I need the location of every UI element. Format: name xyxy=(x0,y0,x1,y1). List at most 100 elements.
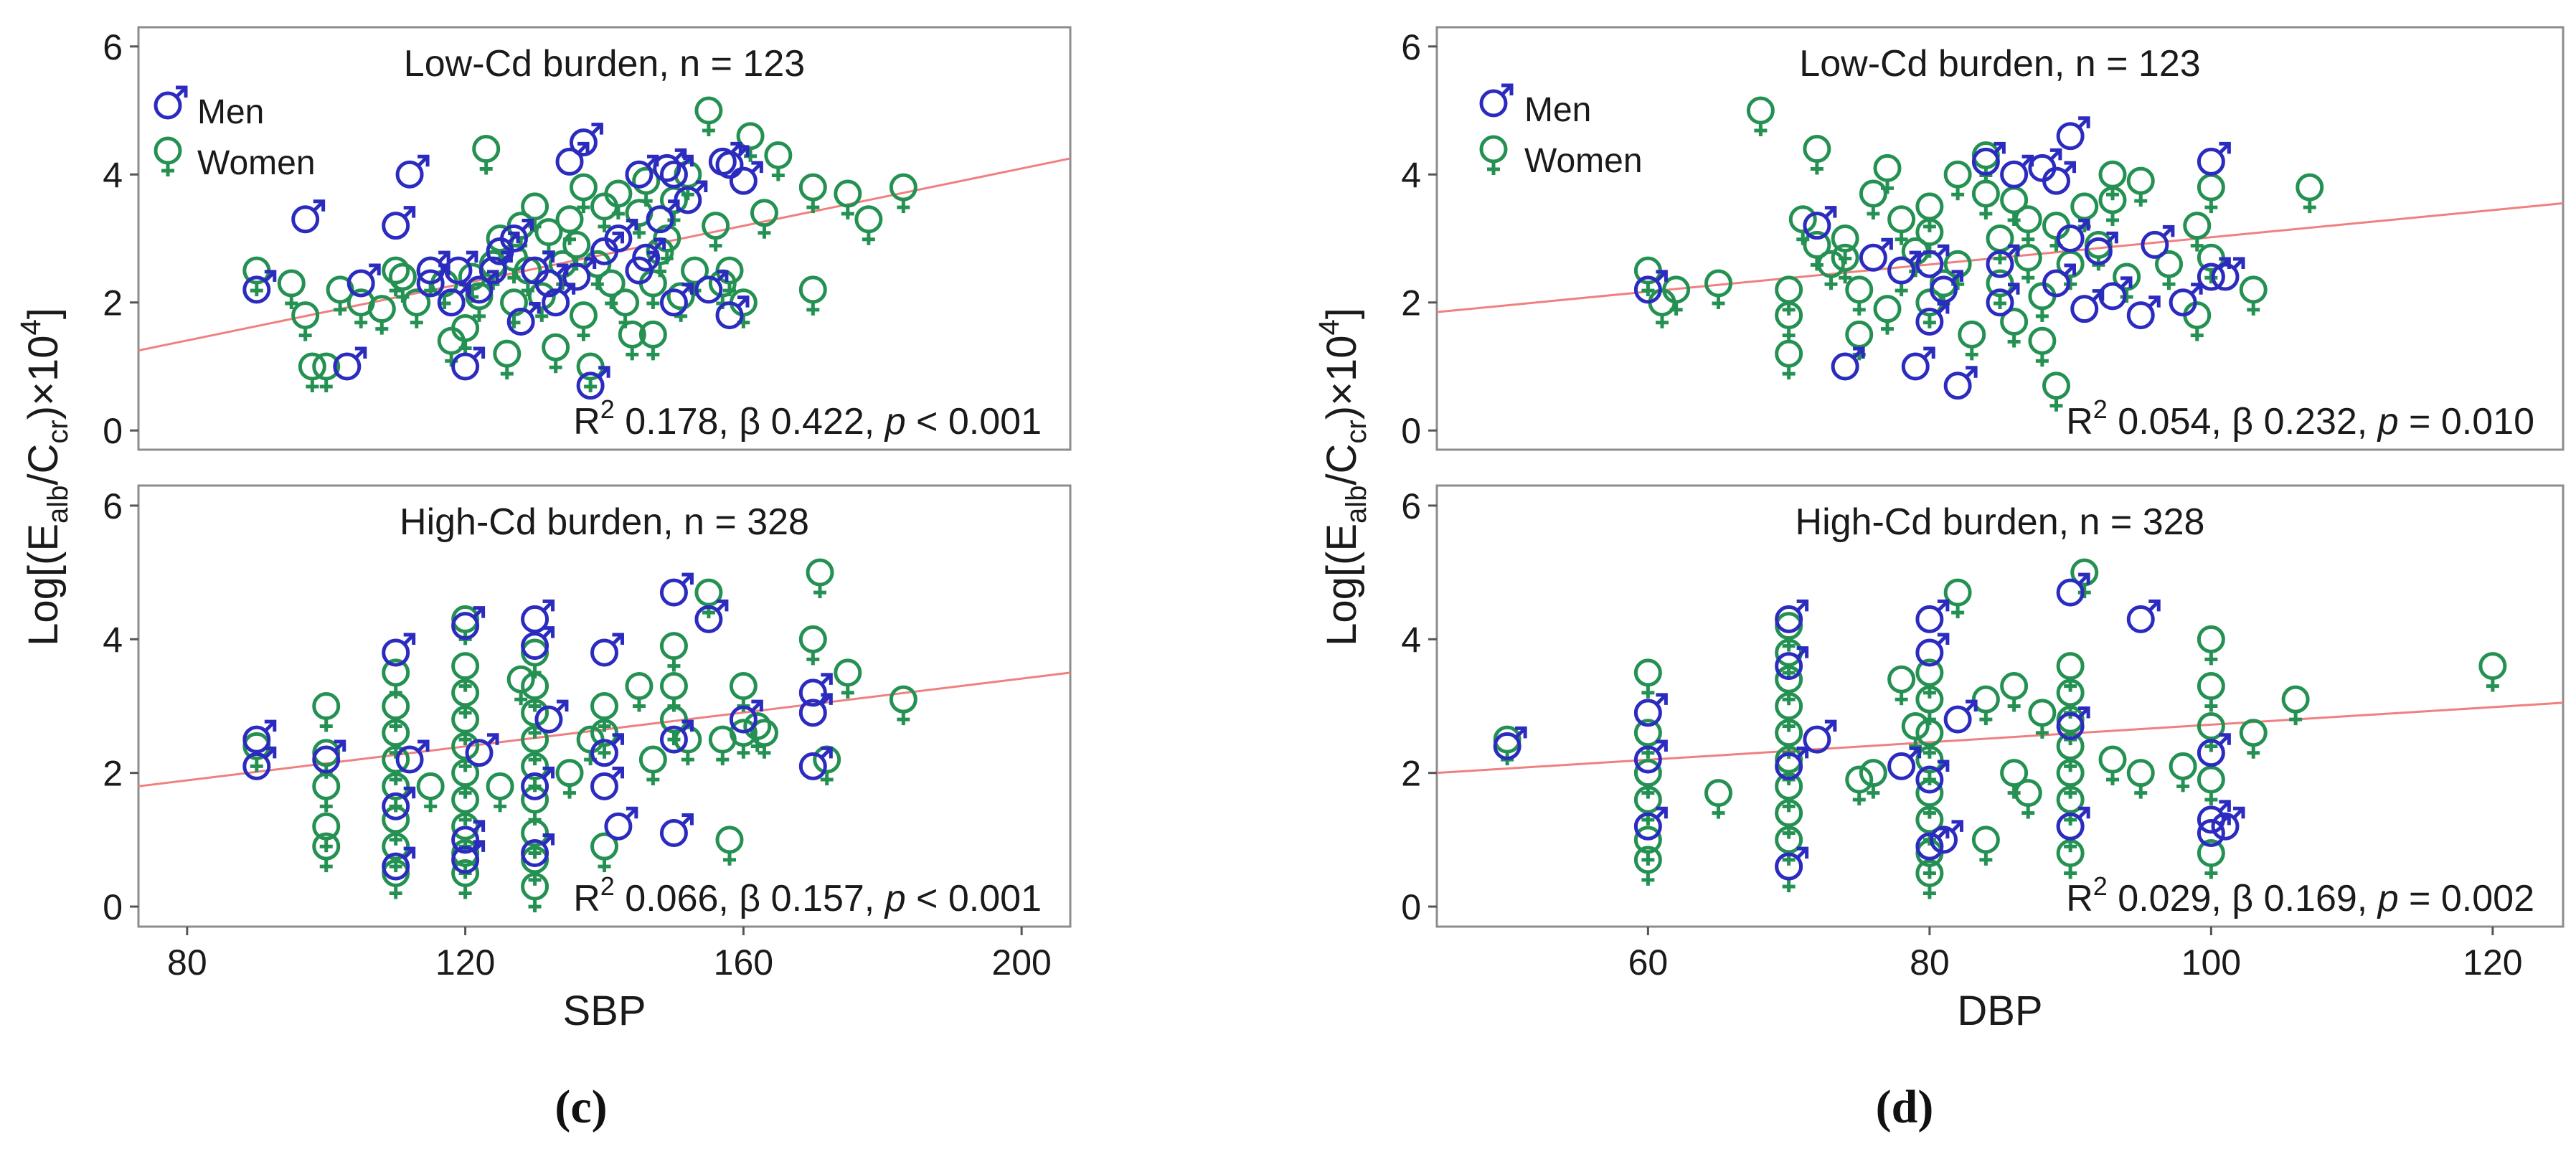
men-point xyxy=(245,272,275,302)
men-point xyxy=(661,815,692,846)
women-point xyxy=(2030,701,2054,739)
legend-women-d: Women xyxy=(1481,137,1643,180)
women-point xyxy=(2002,674,2027,712)
y-tick-label: 4 xyxy=(1401,155,1421,195)
panel-label-c: (c) xyxy=(555,1081,607,1133)
x-axis-label: SBP xyxy=(562,988,646,1034)
women-point xyxy=(488,774,512,812)
women-point xyxy=(369,297,394,335)
women-point xyxy=(2199,767,2223,805)
women-point xyxy=(1973,828,1998,866)
regression-line xyxy=(1436,701,2564,775)
men-point xyxy=(593,635,623,665)
women-point xyxy=(1748,98,1773,136)
men-point xyxy=(453,842,483,872)
women-point xyxy=(661,634,686,672)
legend-d: Men Women xyxy=(1481,85,1643,180)
women-point xyxy=(1707,781,1731,819)
women-point xyxy=(697,98,721,136)
stats-annotation: R2 0.178, β 0.422, p < 0.001 xyxy=(573,394,1042,443)
stats-annotation: R2 0.029, β 0.169, p = 0.002 xyxy=(2066,871,2534,919)
women-point xyxy=(2002,761,2027,799)
women-point xyxy=(2030,284,2054,322)
chart-d-high: 0 2 4 6 60 80 100 120 High-Cd burden, n = 328 R2 … xyxy=(1401,484,2565,1034)
men-point xyxy=(2058,574,2088,605)
chart-c-high: 0 2 4 6 80 120 160 200 High-Cd burden, n = 328 R2… xyxy=(103,484,1072,1034)
men-point xyxy=(1945,701,1976,732)
women-point xyxy=(293,303,318,341)
women-point xyxy=(314,774,339,812)
women-point xyxy=(2241,721,2265,759)
men-point xyxy=(2199,143,2229,174)
men-point xyxy=(453,608,483,638)
women-point xyxy=(557,761,582,799)
men-point xyxy=(384,208,414,238)
x-tick-label: 120 xyxy=(435,942,495,983)
women-point xyxy=(2016,207,2040,245)
women-point xyxy=(1636,661,1660,699)
women-point xyxy=(1861,761,1885,799)
x-tick-label: 80 xyxy=(1910,942,1950,983)
chart-c-low: 0 2 4 6 Low-Cd burden, n = 123 R2 0.178, β 0.… xyxy=(103,26,1072,451)
men-point xyxy=(697,601,727,631)
men-point xyxy=(1636,742,1666,772)
men-point xyxy=(293,202,324,232)
legend-men-label: Men xyxy=(197,93,264,131)
women-point xyxy=(2030,328,2054,366)
men-point xyxy=(2199,735,2229,765)
y-tick-label: 0 xyxy=(103,411,123,451)
women-point xyxy=(1791,207,1815,245)
women-point xyxy=(2298,175,2322,213)
women-point xyxy=(1847,767,1872,805)
men-point xyxy=(1917,762,1948,792)
women-point xyxy=(1847,278,1872,316)
legend-women-c: Women xyxy=(156,138,316,182)
y-tick-label: 4 xyxy=(103,155,123,195)
legend-men-d: Men xyxy=(1481,85,1591,129)
men-point xyxy=(2044,265,2075,295)
y-tick-label: 6 xyxy=(103,486,123,526)
women-point xyxy=(418,774,443,812)
legend-men-c: Men xyxy=(156,87,264,131)
men-point xyxy=(661,285,692,315)
women-point xyxy=(717,828,742,866)
chart-d-low: 0 2 4 6 Low-Cd burden, n = 123 R2 0.054, β 0.… xyxy=(1401,26,2565,451)
men-point xyxy=(1973,143,2004,174)
women-point xyxy=(1945,580,1970,618)
women-point xyxy=(593,834,617,872)
subplot-title: High-Cd burden, n = 328 xyxy=(400,501,809,543)
legend-c: Men Women xyxy=(156,87,316,182)
x-tick-label: 100 xyxy=(2181,942,2241,983)
men-point xyxy=(593,768,623,798)
men-point xyxy=(2058,118,2088,148)
women-point xyxy=(2128,761,2153,799)
men-point xyxy=(2058,808,2088,838)
men-point xyxy=(1889,748,1920,778)
men-point xyxy=(661,574,692,605)
men-point xyxy=(731,163,761,193)
men-point xyxy=(655,150,685,180)
y-tick-label: 6 xyxy=(1401,27,1421,67)
women-point xyxy=(1875,156,1900,194)
x-tick-label: 80 xyxy=(167,942,207,983)
women-point xyxy=(766,143,791,181)
women-point xyxy=(314,694,339,732)
women-point xyxy=(1960,322,1984,360)
men-point xyxy=(2072,291,2103,321)
women-point xyxy=(1707,271,1731,309)
men-point xyxy=(2100,278,2131,308)
women-point xyxy=(2199,175,2223,213)
women-point xyxy=(801,278,825,316)
women-point xyxy=(752,201,776,239)
male-symbol-icon xyxy=(1481,85,1511,115)
x-tick-label: 120 xyxy=(2463,942,2522,983)
y-tick-label: 2 xyxy=(103,754,123,794)
women-point xyxy=(641,747,665,785)
y-tick-label: 4 xyxy=(103,620,123,660)
men-point xyxy=(1777,848,1807,879)
men-point xyxy=(397,156,428,186)
men-point xyxy=(1833,349,1863,379)
legend-women-label: Women xyxy=(1524,142,1643,180)
y-tick-label: 6 xyxy=(1401,486,1421,526)
